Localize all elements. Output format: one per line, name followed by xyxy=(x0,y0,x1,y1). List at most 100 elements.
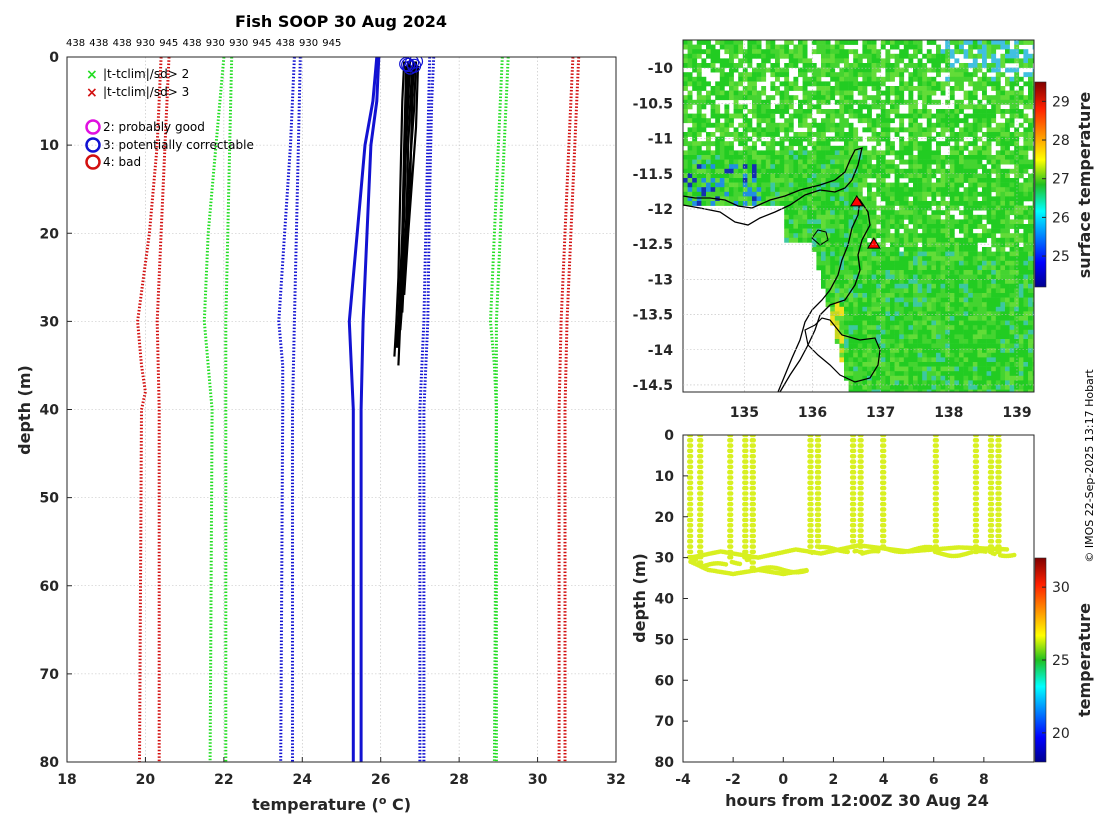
sst-cell xyxy=(761,159,767,165)
sst-cell xyxy=(986,113,992,119)
sst-cell xyxy=(752,182,757,188)
sst-cell xyxy=(995,279,1001,285)
sst-cell xyxy=(982,288,987,294)
sst-cell xyxy=(848,122,854,128)
sst-cell xyxy=(770,173,776,179)
sst-cell xyxy=(867,49,872,55)
sst-cell xyxy=(853,251,859,257)
sst-cell xyxy=(936,86,941,91)
sst-cell xyxy=(1014,320,1020,326)
sst-cell xyxy=(719,145,725,151)
sst-cell xyxy=(894,297,900,303)
sst-cell xyxy=(839,279,845,285)
sst-cell xyxy=(931,182,937,188)
sst-cell xyxy=(830,210,836,216)
sst-cell xyxy=(940,260,946,266)
sst-cell xyxy=(894,155,900,160)
dt-point xyxy=(816,533,822,539)
sst-cell xyxy=(696,53,702,59)
dt-point xyxy=(688,539,694,544)
sst-cell xyxy=(903,150,909,156)
sst-cell xyxy=(848,251,854,257)
sst-cell xyxy=(733,95,739,101)
sst-cell xyxy=(733,86,739,91)
sst-cell xyxy=(917,288,923,294)
sst-cell xyxy=(1032,329,1034,335)
sst-cell xyxy=(706,90,711,96)
sst-cell xyxy=(1032,53,1034,59)
dt-point xyxy=(751,448,756,454)
sst-cell xyxy=(908,191,914,197)
sst-cell xyxy=(802,182,808,188)
sst-cell xyxy=(903,329,909,335)
sst-cell xyxy=(945,375,951,381)
sst-cell xyxy=(913,352,918,358)
dt-point xyxy=(698,469,704,475)
sst-cell xyxy=(926,224,932,229)
sst-cell xyxy=(811,145,817,151)
sst-cell xyxy=(903,237,909,243)
sst-cell xyxy=(871,362,877,367)
sst-cell xyxy=(756,118,762,124)
sst-cell xyxy=(738,182,744,188)
sst-cell xyxy=(903,127,909,133)
sst-cell xyxy=(977,201,983,206)
sst-cell xyxy=(784,196,790,202)
sst-cell xyxy=(899,380,905,386)
sst-cell xyxy=(687,104,693,110)
profile-ylabel: depth (m) xyxy=(15,365,34,455)
profile-top-label: 945 xyxy=(322,38,341,49)
sst-cell xyxy=(885,385,891,390)
sst-cell xyxy=(894,219,900,225)
sst-cell xyxy=(945,293,951,298)
sst-cell xyxy=(945,311,951,317)
sst-cell xyxy=(1009,279,1015,285)
sst-cell xyxy=(876,274,882,280)
sst-cell xyxy=(779,53,785,59)
sst-cell xyxy=(899,224,905,229)
sst-cell xyxy=(798,228,803,234)
sst-cell xyxy=(853,237,859,243)
sst-cell xyxy=(876,136,882,142)
sst-cell xyxy=(853,366,859,372)
sst-cell xyxy=(788,113,794,119)
map-cb-tick-label: 26 xyxy=(1052,210,1070,226)
sst-cell xyxy=(788,173,794,179)
sst-cell xyxy=(954,205,960,211)
sst-cell xyxy=(1018,182,1024,188)
sst-cell xyxy=(1028,164,1033,170)
sst-cell xyxy=(977,173,983,179)
sst-cell xyxy=(876,380,882,386)
sst-cell xyxy=(913,311,918,317)
sst-cell xyxy=(982,53,987,59)
sst-cell xyxy=(890,168,895,174)
sst-cell xyxy=(765,150,771,156)
sst-cell xyxy=(972,348,978,354)
dt-point xyxy=(728,491,734,496)
sst-cell xyxy=(733,191,739,197)
sst-cell xyxy=(977,118,983,124)
sst-cell xyxy=(894,109,900,114)
sst-cell xyxy=(687,132,693,137)
series-clim--2sd xyxy=(202,57,226,762)
sst-cell xyxy=(1032,375,1034,381)
sst-cell xyxy=(1000,283,1006,289)
sst-cell xyxy=(793,86,799,91)
sst-cell xyxy=(972,362,978,367)
sst-cell xyxy=(931,389,937,392)
sst-cell xyxy=(940,375,946,381)
dt-point xyxy=(698,485,704,491)
sst-cell xyxy=(839,95,845,101)
sst-cell xyxy=(834,224,840,229)
sst-cell xyxy=(963,260,969,266)
sst-cell xyxy=(894,191,900,197)
sst-cell xyxy=(982,260,987,266)
sst-cell xyxy=(857,306,863,312)
sst-cell xyxy=(761,109,767,114)
sst-cell xyxy=(706,95,711,101)
sst-cell xyxy=(1014,348,1020,354)
sst-cell xyxy=(775,44,780,50)
sst-cell xyxy=(940,366,946,372)
dt-point xyxy=(859,533,864,539)
sst-cell xyxy=(931,357,937,363)
